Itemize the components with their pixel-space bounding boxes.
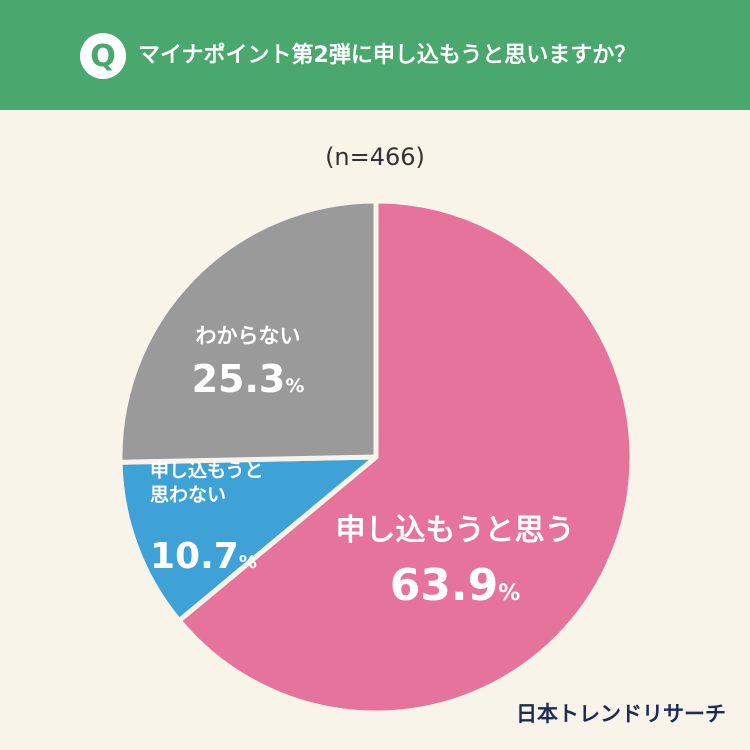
q-badge: Q bbox=[80, 33, 126, 79]
question-title: マイナポイント第2弾に申し込もうと思いますか？ bbox=[138, 43, 637, 68]
slice-value-0: 63.9% bbox=[390, 560, 521, 611]
slice-label-no: 申し込もうと思わない bbox=[150, 458, 263, 506]
slice-label-yes: 申し込もうと思う bbox=[335, 513, 574, 548]
pie-slice-0 bbox=[176, 198, 635, 716]
pie-slice-2 bbox=[117, 198, 379, 465]
header-bar: Q マイナポイント第2弾に申し込もうと思いますか？ bbox=[0, 0, 750, 110]
slice-value-1: 10.7% bbox=[150, 536, 257, 577]
slice-value-2: 25.3% bbox=[192, 357, 305, 401]
pie-slice-1 bbox=[117, 454, 379, 624]
slice-label-unknown: わからない bbox=[196, 324, 301, 348]
sample-size-label: (n=466) bbox=[325, 143, 425, 171]
brand-logo: 日本トレンドリサーチ bbox=[516, 702, 726, 726]
